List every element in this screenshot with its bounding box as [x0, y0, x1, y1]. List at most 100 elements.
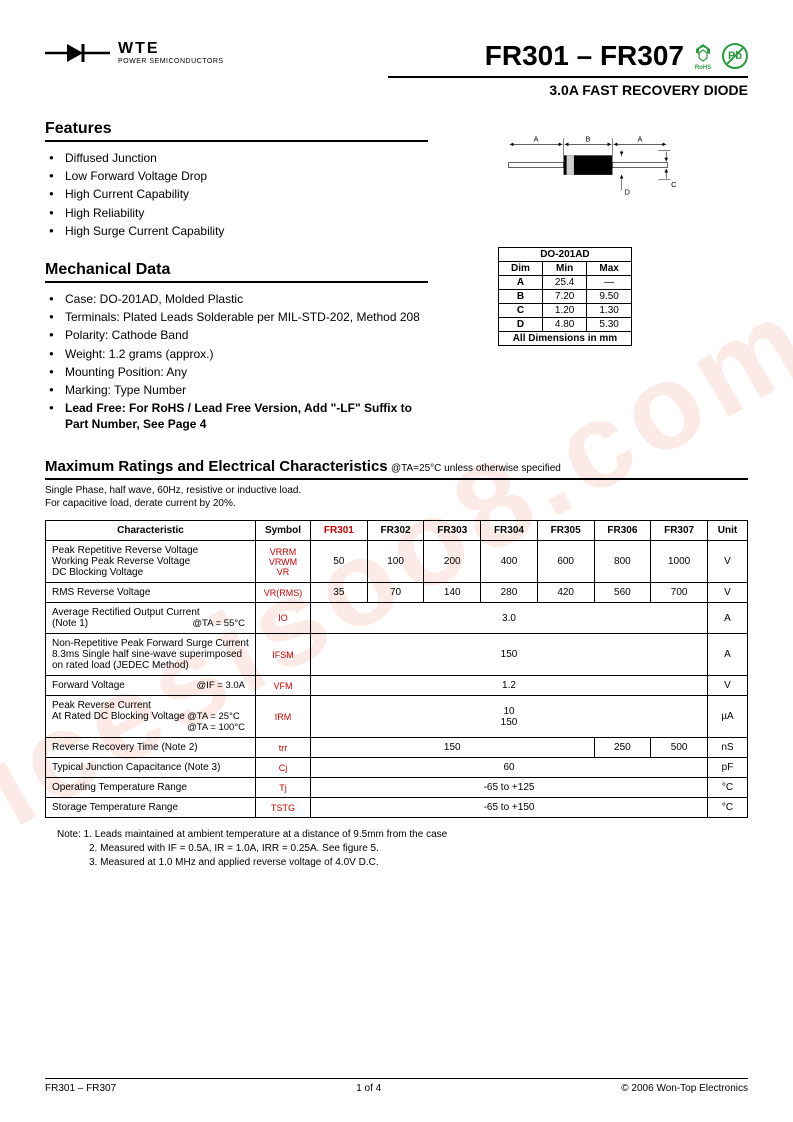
page-title: FR301 – FR307 [485, 40, 684, 72]
col-part: FR307 [651, 521, 708, 541]
col-char: Characteristic [46, 521, 256, 541]
svg-text:C: C [671, 180, 677, 189]
list-item: Low Forward Voltage Drop [49, 168, 428, 184]
logo-subtitle: POWER SEMICONDUCTORS [118, 58, 224, 65]
cell: 400 [481, 541, 538, 583]
cell: 200 [424, 541, 481, 583]
list-item: High Reliability [49, 205, 428, 221]
cell: Average Rectified Output Current (Note 1… [46, 603, 256, 634]
spec-table: Characteristic Symbol FR301 FR302 FR303 … [45, 520, 748, 818]
cell: -65 to +150 [311, 798, 708, 818]
col-part: FR302 [367, 521, 424, 541]
cell: V [708, 541, 748, 583]
list-item: High Current Capability [49, 186, 428, 202]
rohs-icon: RoHS [692, 42, 714, 70]
header: WTE POWER SEMICONDUCTORS FR301 – FR307 R… [45, 40, 748, 98]
col-part: FR306 [594, 521, 651, 541]
cell: VFM [256, 676, 311, 696]
dim-col: Dim [499, 262, 543, 276]
cell: Operating Temperature Range [46, 778, 256, 798]
cell: Reverse Recovery Time (Note 2) [46, 738, 256, 758]
notes-block: Note: 1. Leads maintained at ambient tem… [45, 828, 748, 870]
title-block: FR301 – FR307 RoHS Pb 3.0A FAST RECOVERY… [388, 40, 748, 98]
cell: 7.20 [542, 290, 586, 304]
cell: 25.4 [542, 276, 586, 290]
cell: 4.80 [542, 318, 586, 332]
footer-left: FR301 – FR307 [45, 1083, 116, 1094]
cell: IO [256, 603, 311, 634]
mechanical-heading: Mechanical Data [45, 261, 428, 283]
cell: 100 [367, 541, 424, 583]
mechanical-list: Case: DO-201AD, Molded Plastic Terminals… [45, 291, 428, 433]
cell: 1.20 [542, 304, 586, 318]
col-part: FR303 [424, 521, 481, 541]
cell: 5.30 [587, 318, 631, 332]
list-item: Weight: 1.2 grams (approx.) [49, 346, 428, 362]
cell: 50 [311, 541, 368, 583]
cell: 150 [311, 738, 595, 758]
svg-text:A: A [637, 134, 642, 143]
cell: Forward Voltage@IF = 3.0A [46, 676, 256, 696]
logo-brand: WTE [118, 40, 224, 58]
svg-text:RoHS: RoHS [695, 65, 711, 70]
note-3: 3. Measured at 1.0 MHz and applied rever… [57, 856, 748, 870]
cell: µA [708, 696, 748, 738]
cell: A [708, 634, 748, 676]
dim-footer: All Dimensions in mm [499, 332, 632, 346]
cell: nS [708, 738, 748, 758]
cell: 700 [651, 583, 708, 603]
ratings-condition: @TA=25°C unless otherwise specified [391, 463, 561, 474]
cell: 60 [311, 758, 708, 778]
cell: 280 [481, 583, 538, 603]
cell: 250 [594, 738, 651, 758]
cell: RMS Reverse Voltage [46, 583, 256, 603]
cell: 420 [537, 583, 594, 603]
pb-free-icon: Pb [722, 43, 748, 69]
list-item: Lead Free: For RoHS / Lead Free Version,… [49, 400, 428, 432]
cell: Peak Reverse Current At Rated DC Blockin… [46, 696, 256, 738]
cell: 150 [311, 634, 708, 676]
svg-text:A: A [534, 134, 539, 143]
cell: 1.30 [587, 304, 631, 318]
cell: D [499, 318, 543, 332]
cell: 600 [537, 541, 594, 583]
note-1: Note: 1. Leads maintained at ambient tem… [57, 828, 748, 842]
dimension-table: DO-201AD Dim Min Max A25.4— B7.209.50 C1… [498, 247, 632, 346]
cell: 9.50 [587, 290, 631, 304]
cell: B [499, 290, 543, 304]
subtitle: 3.0A FAST RECOVERY DIODE [388, 82, 748, 98]
cell: V [708, 583, 748, 603]
cell: Non-Repetitive Peak Forward Surge Curren… [46, 634, 256, 676]
cell: — [587, 276, 631, 290]
cell: Storage Temperature Range [46, 798, 256, 818]
col-sym: Symbol [256, 521, 311, 541]
cell: IRM [256, 696, 311, 738]
cell: -65 to +125 [311, 778, 708, 798]
svg-text:D: D [625, 187, 630, 196]
cell: 70 [367, 583, 424, 603]
cell: Cj [256, 758, 311, 778]
cell: A [499, 276, 543, 290]
cell: 10 150 [311, 696, 708, 738]
title-rule [388, 76, 748, 78]
col-part: FR305 [537, 521, 594, 541]
cell: trr [256, 738, 311, 758]
package-diagram: A B A C [448, 126, 728, 236]
dim-title: DO-201AD [499, 248, 632, 262]
cell: VR(RMS) [256, 583, 311, 603]
cell: Typical Junction Capacitance (Note 3) [46, 758, 256, 778]
features-heading: Features [45, 120, 428, 142]
cell: TSTG [256, 798, 311, 818]
list-item: Mounting Position: Any [49, 364, 428, 380]
list-item: Terminals: Plated Leads Solderable per M… [49, 309, 428, 325]
cell: 35 [311, 583, 368, 603]
cell: V [708, 676, 748, 696]
cell: 3.0 [311, 603, 708, 634]
dim-col: Max [587, 262, 631, 276]
footer-center: 1 of 4 [356, 1083, 381, 1094]
cell: Tj [256, 778, 311, 798]
cell: 140 [424, 583, 481, 603]
dim-col: Min [542, 262, 586, 276]
ratings-heading: Maximum Ratings and Electrical Character… [45, 458, 388, 475]
cell: 800 [594, 541, 651, 583]
